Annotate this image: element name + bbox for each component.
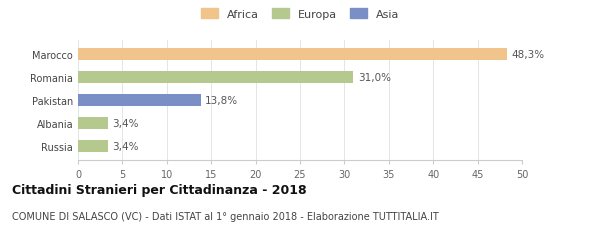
Text: COMUNE DI SALASCO (VC) - Dati ISTAT al 1° gennaio 2018 - Elaborazione TUTTITALIA: COMUNE DI SALASCO (VC) - Dati ISTAT al 1… [12, 211, 439, 221]
Bar [78, 72, 353, 84]
Text: 3,4%: 3,4% [113, 119, 139, 129]
Text: 48,3%: 48,3% [511, 50, 544, 60]
Bar [78, 118, 108, 129]
Legend: Africa, Europa, Asia: Africa, Europa, Asia [198, 5, 402, 23]
Text: 13,8%: 13,8% [205, 96, 238, 106]
Bar [78, 141, 108, 152]
Text: 31,0%: 31,0% [358, 73, 391, 83]
Bar [78, 49, 507, 61]
Text: Cittadini Stranieri per Cittadinanza - 2018: Cittadini Stranieri per Cittadinanza - 2… [12, 183, 307, 196]
Bar [78, 95, 200, 106]
Text: 3,4%: 3,4% [113, 142, 139, 152]
